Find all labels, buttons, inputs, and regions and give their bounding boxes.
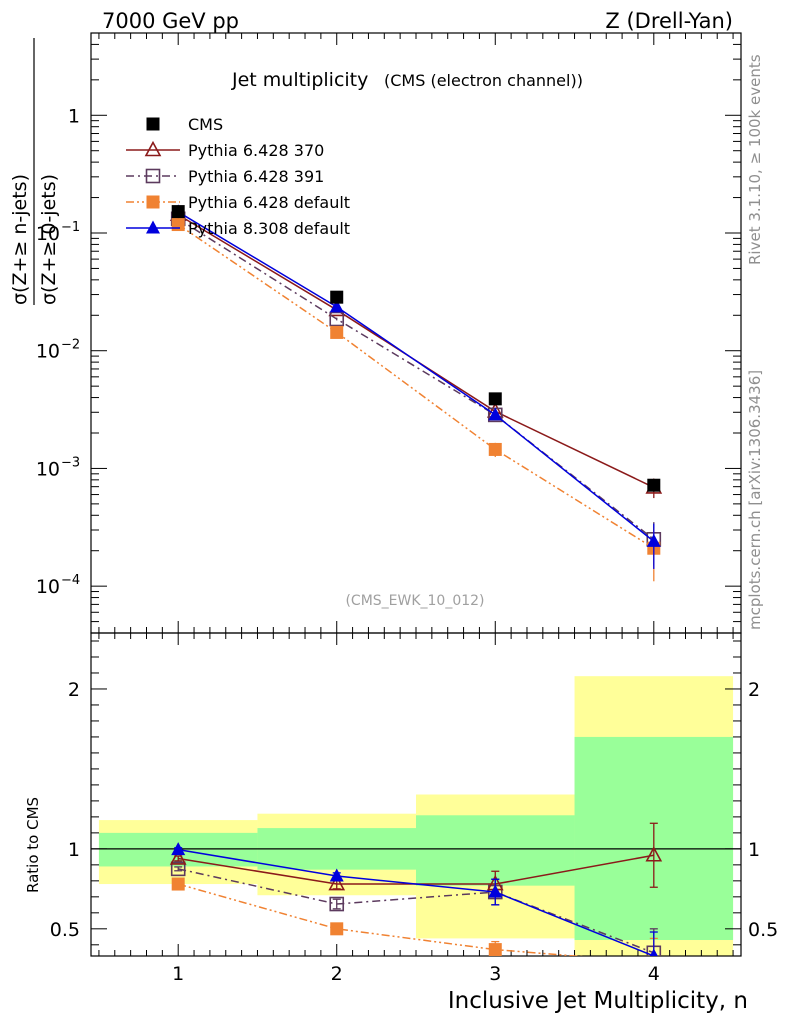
ratio-point [329, 896, 345, 912]
ratio-point [645, 846, 663, 862]
legend-label: CMS [188, 115, 223, 134]
series-line-1 [177, 214, 655, 489]
ratio-tick-label-right: 0.5 [748, 919, 778, 941]
x-tick-label: 3 [489, 963, 501, 985]
legend-marker [145, 168, 161, 184]
chart-subtitle: (CMS (electron channel)) [384, 71, 583, 90]
ratio-axis-label: Ratio to CMS [24, 797, 42, 893]
y-tick-label: 1 [68, 105, 80, 127]
main-panel: 110−110−210−310−4 [36, 32, 742, 634]
legend-label: Pythia 6.428 391 [188, 167, 324, 186]
x-tick-label: 1 [172, 963, 184, 985]
ratio-tick-label-right: 2 [748, 679, 760, 701]
x-tick-label: 4 [648, 963, 660, 985]
series-line-4 [177, 211, 655, 542]
ratio-tick-label-right: 1 [748, 839, 760, 861]
y-tick-exponent: −1 [61, 220, 80, 235]
y-tick-exponent: −2 [61, 338, 80, 353]
ratio-tick-label-left: 2 [68, 679, 80, 701]
y-tick-label: 10 [36, 341, 60, 363]
data-point [488, 392, 502, 406]
ratio-point [330, 922, 344, 936]
ratio-line-1 [178, 868, 655, 954]
ratio-point [328, 874, 346, 891]
analysis-watermark: (CMS_EWK_10_012) [345, 593, 484, 609]
x-tick-label: 2 [331, 963, 343, 985]
process-label: Z (Drell-Yan) [605, 9, 733, 33]
ratio-bands [98, 676, 734, 956]
ratio-panel: 1 2 3 4 0.5 0.5 1 1 2 2 [50, 632, 778, 985]
legend-label: Pythia 6.428 default [188, 193, 350, 212]
data-point [488, 442, 502, 456]
ratio-line-3 [178, 848, 655, 956]
y-tick-label: 10 [36, 576, 60, 598]
mcplots-reference-label: mcplots.cern.ch [arXiv:1306.3436] [746, 370, 764, 630]
data-point [647, 478, 661, 492]
y-tick-label: 10 [36, 223, 60, 245]
rivet-version-label: Rivet 3.1.10, ≥ 100k events [746, 54, 764, 265]
ratio-tick-label-left: 0.5 [50, 919, 80, 941]
series-line-3 [177, 223, 655, 549]
data-point [330, 325, 344, 339]
legend-marker [146, 117, 160, 131]
legend: CMS Pythia 6.428 370 Pythia 6.428 391 Pythi… [126, 115, 350, 238]
energy-label: 7000 GeV pp [102, 9, 239, 33]
data-point [171, 218, 185, 232]
y-tick-exponent: −3 [61, 455, 80, 470]
ratio-point [169, 849, 187, 865]
ratio-point [649, 948, 658, 956]
x-axis-label: Inclusive Jet Multiplicity, n [448, 988, 748, 1014]
legend-marker [146, 195, 160, 209]
data-point [329, 311, 345, 327]
series-line-2 [177, 218, 655, 540]
ratio-point [171, 877, 185, 891]
data-point [329, 299, 344, 313]
ratio-point [170, 861, 186, 877]
ratio-point [488, 943, 502, 956]
legend-label: Pythia 8.308 default [188, 219, 350, 238]
y-tick-label: 10 [36, 458, 60, 480]
y-axis-label-denominator: σ(Z+≥ 0-jets) [38, 174, 60, 305]
legend-marker [144, 140, 162, 157]
main-data [169, 204, 663, 582]
ratio-point [488, 884, 503, 898]
y-tick-exponent: −4 [61, 573, 80, 588]
data-point [646, 533, 661, 547]
legend-label: Pythia 6.428 370 [188, 141, 324, 160]
data-point [330, 290, 344, 304]
ratio-point [329, 868, 344, 882]
data-point [171, 205, 185, 219]
legend-marker [146, 220, 160, 234]
chart-title: Jet multiplicity [231, 69, 368, 91]
ratio-point [171, 842, 186, 856]
ratio-data [169, 822, 663, 956]
ratio-tick-label-left: 1 [68, 839, 80, 861]
data-point [488, 407, 503, 421]
y-axis-label-numerator: σ(Z+≥ n-jets) [9, 174, 31, 305]
